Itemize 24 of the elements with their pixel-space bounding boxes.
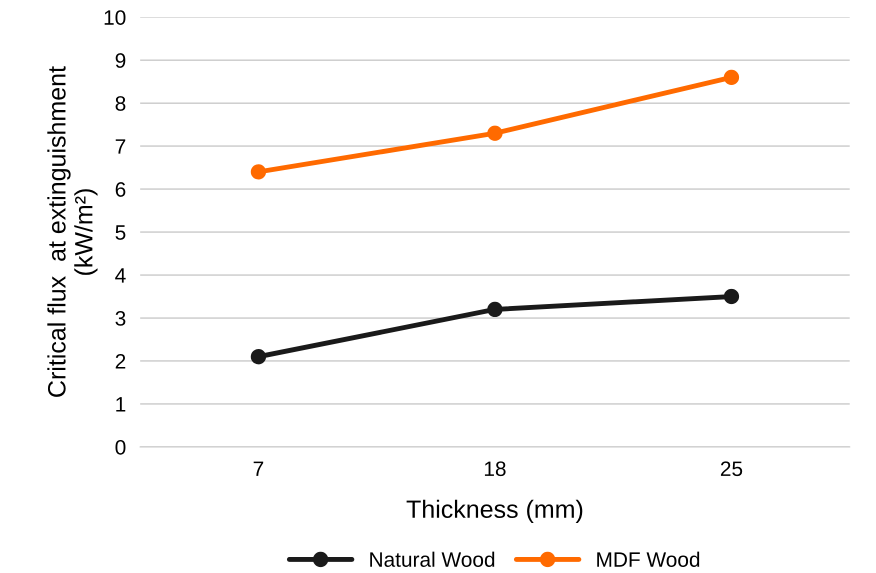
point (250, 349, 266, 364)
x-tick-label: 25 (720, 461, 742, 476)
y-tick-label: 0 (116, 440, 126, 455)
y-tick-label: 9 (116, 53, 126, 68)
y-tick-label: 5 (116, 225, 126, 240)
point (487, 302, 503, 318)
x-axis-title: Thickness (mm) (406, 500, 582, 523)
point (724, 70, 740, 85)
y-tick-label: 1 (116, 397, 126, 412)
y-tick-label: 3 (115, 311, 126, 326)
y-tick-label: 4 (115, 268, 126, 283)
point (487, 126, 503, 141)
legend-label: Natural Wood (370, 552, 494, 567)
y-tick-label: 7 (116, 139, 126, 154)
legend-label: MDF Wood (597, 552, 700, 567)
y-axis-title: Critical flux at extinguishment (kW/m²) (47, 66, 98, 397)
point (724, 288, 740, 304)
y-tick-label: 6 (116, 182, 126, 197)
y-tick-label: 2 (116, 354, 126, 369)
y-tick-label: 10 (104, 10, 126, 25)
x-tick-label: 7 (254, 462, 264, 476)
x-tick-label: 18 (484, 461, 506, 476)
point (250, 164, 266, 180)
y-tick-label: 8 (116, 96, 126, 111)
